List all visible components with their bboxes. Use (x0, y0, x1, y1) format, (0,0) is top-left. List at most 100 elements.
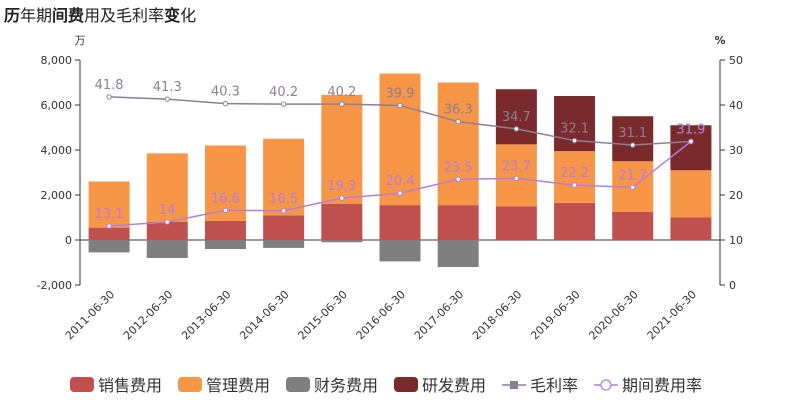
point-期间费用率 (106, 223, 112, 229)
right-axis-unit: % (714, 34, 725, 47)
bar-销售费用 (146, 222, 188, 240)
bar-研发费用 (612, 116, 654, 162)
data-label-期间费用率: 16.6 (211, 191, 240, 206)
point-期间费用率 (630, 184, 636, 191)
point-期间费用率 (571, 182, 578, 188)
data-label-毛利率: 34.7 (502, 110, 531, 125)
point-期间费用率 (455, 176, 461, 182)
point-毛利率 (571, 137, 578, 144)
bar-销售费用 (263, 215, 305, 240)
point-毛利率 (280, 101, 287, 107)
point-毛利率 (630, 142, 636, 148)
left-tick-label: 6,000 (41, 99, 73, 112)
bar-销售费用 (437, 205, 479, 240)
category-label: 2014-06-30 (237, 288, 291, 342)
right-tick-label: 0 (729, 279, 736, 292)
data-label-期间费用率: 14 (159, 203, 176, 218)
bar-财务费用 (321, 240, 363, 243)
bar-管理费用 (495, 144, 537, 207)
category-label: 2018-06-30 (470, 288, 524, 342)
category-label: 2015-06-30 (296, 288, 350, 342)
point-期间费用率 (397, 190, 403, 196)
chart-title-part: 化 (180, 6, 197, 25)
point-毛利率 (397, 102, 403, 109)
bar-管理费用 (379, 73, 421, 206)
category-label: 2017-06-30 (412, 288, 466, 342)
bar-财务费用 (146, 240, 188, 258)
category-label: 2016-06-30 (354, 288, 408, 342)
data-label-期间费用率: 21.7 (618, 168, 647, 183)
data-label-毛利率: 40.2 (327, 85, 356, 100)
data-label-毛利率: 39.9 (386, 86, 415, 101)
chart-title-part: 间费 (52, 6, 85, 25)
point-期间费用率 (688, 138, 694, 145)
point-毛利率 (222, 100, 229, 107)
bar-管理费用 (554, 151, 596, 203)
data-label-期间费用率: 22.2 (560, 166, 589, 181)
legend-marker-毛利率 (510, 381, 518, 389)
chart-title-part: 年期 (20, 6, 53, 25)
point-期间费用率 (339, 195, 345, 201)
bar-销售费用 (321, 204, 363, 240)
point-毛利率 (339, 101, 345, 107)
left-tick-label: -2,000 (37, 279, 72, 292)
data-label-期间费用率: 16.5 (269, 192, 298, 207)
bar-销售费用 (379, 205, 421, 240)
right-tick-label: 30 (729, 144, 743, 157)
left-tick-label: 4,000 (41, 144, 73, 157)
legend-label-期间费用率: 期间费用率 (622, 376, 702, 395)
data-label-毛利率: 40.3 (211, 85, 240, 100)
category-label: 2020-06-30 (586, 288, 640, 342)
bar-财务费用 (437, 240, 479, 267)
legend-swatch-销售费用 (70, 377, 94, 392)
data-label-期间费用率: 23.7 (502, 159, 531, 174)
bar-销售费用 (88, 227, 130, 240)
bar-管理费用 (146, 153, 188, 222)
bar-销售费用 (612, 211, 654, 240)
data-label-毛利率: 36.3 (444, 103, 473, 118)
chart-title-part: 历 (4, 6, 21, 25)
point-期间费用率 (222, 207, 229, 214)
data-label-毛利率: 32.1 (560, 122, 589, 137)
bar-财务费用 (263, 240, 305, 248)
bar-管理费用 (263, 138, 305, 216)
left-tick-label: 2,000 (41, 189, 73, 202)
data-label-期间费用率: 19.3 (327, 179, 356, 194)
chart-title: 历年期间费用及毛利率变化 (4, 2, 196, 26)
point-毛利率 (164, 96, 170, 102)
legend-label-研发费用: 研发费用 (422, 376, 486, 395)
right-tick-label: 50 (729, 54, 743, 67)
point-期间费用率 (513, 175, 520, 182)
bar-研发费用 (670, 125, 712, 171)
legend-label-毛利率: 毛利率 (530, 376, 578, 395)
bar-财务费用 (204, 240, 246, 249)
right-tick-label: 10 (729, 234, 743, 247)
category-label: 2011-06-30 (63, 288, 117, 342)
data-label-期间费用率: 31.9 (676, 122, 705, 137)
bar-管理费用 (88, 181, 130, 228)
right-tick-label: 40 (729, 99, 743, 112)
data-label-期间费用率: 23.5 (444, 160, 473, 175)
data-label-毛利率: 40.2 (269, 85, 298, 100)
point-毛利率 (513, 126, 520, 132)
data-label-毛利率: 41.8 (95, 78, 124, 93)
bar-销售费用 (495, 206, 537, 240)
category-label: 2012-06-30 (121, 288, 175, 342)
data-label-期间费用率: 20.4 (386, 174, 415, 189)
bar-销售费用 (204, 220, 246, 240)
bar-销售费用 (670, 217, 712, 240)
chart-title-part: 用及毛利率 (84, 6, 165, 25)
legend-label-管理费用: 管理费用 (206, 376, 270, 395)
left-axis-unit: 万 (75, 34, 86, 47)
left-tick-label: 8,000 (41, 54, 73, 67)
data-label-毛利率: 41.3 (153, 80, 182, 95)
bar-销售费用 (554, 202, 596, 240)
legend-swatch-管理费用 (178, 377, 202, 392)
category-label: 2013-06-30 (179, 288, 233, 342)
category-label: 2021-06-30 (645, 288, 699, 342)
bar-管理费用 (321, 94, 363, 204)
legend-label-财务费用: 财务费用 (314, 376, 378, 395)
point-毛利率 (106, 94, 112, 100)
left-tick-label: 0 (65, 234, 72, 247)
